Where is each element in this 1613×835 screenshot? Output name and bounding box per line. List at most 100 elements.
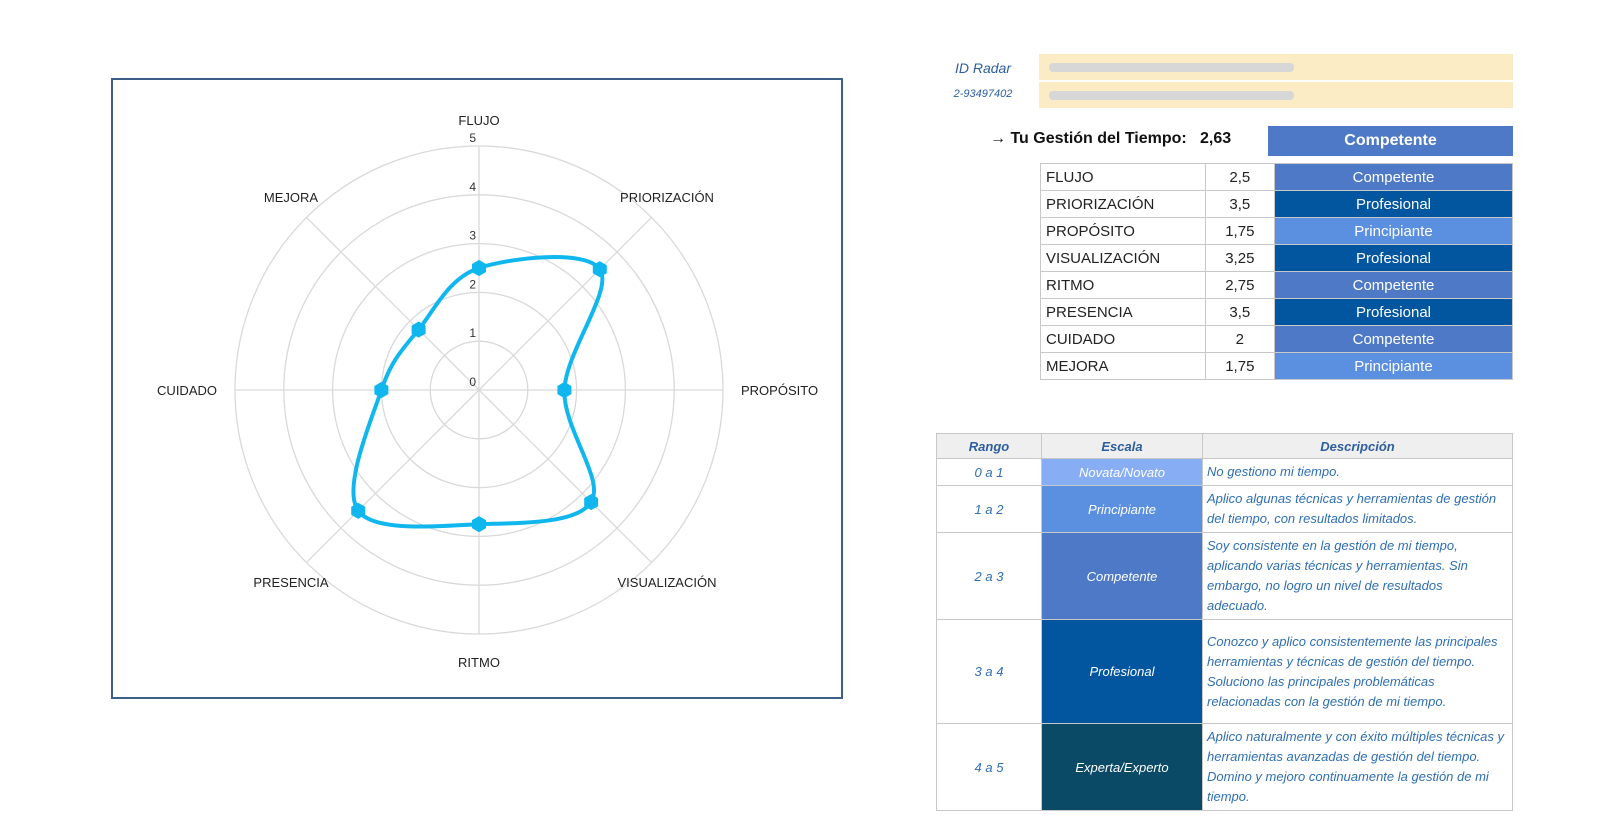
summary-level-badge: Competente — [1268, 126, 1513, 156]
score-row: PROPÓSITO 1,75 Principiante — [1040, 217, 1514, 245]
legend-row: 0 a 1 Novata/Novato No gestiono mi tiempo. — [936, 458, 1513, 486]
score-value: 3,5 — [1204, 298, 1275, 326]
radar-data-point — [584, 494, 599, 511]
legend-scale: Experta/Experto — [1041, 723, 1203, 811]
score-level: Competente — [1273, 271, 1514, 299]
legend-header-descripcion: Descripción — [1202, 433, 1513, 459]
score-value: 1,75 — [1204, 352, 1275, 380]
radar-data-point — [411, 321, 426, 338]
score-value: 2,5 — [1204, 163, 1275, 191]
legend-scale: Novata/Novato — [1041, 458, 1203, 486]
summary-label: → Tu Gestión del Tiempo: — [990, 130, 1187, 147]
radar-chart-frame: 0 1 2 3 4 5 FLUJO PRIORIZACIÓN PROPÓSITO VISUALIZ… — [111, 78, 843, 699]
radar-spoke — [478, 389, 652, 563]
legend-row: 1 a 2 Principiante Aplico algunas técnicas… — [936, 485, 1513, 533]
radar-spoke — [306, 389, 480, 563]
legend-range: 3 a 4 — [936, 619, 1042, 724]
legend-range: 4 a 5 — [936, 723, 1042, 811]
score-dimension: PROPÓSITO — [1040, 217, 1206, 245]
summary-score: 2,63 — [1200, 130, 1232, 147]
radar-tick-label: 5 — [469, 131, 476, 145]
radar-axis-label: FLUJO — [458, 113, 499, 128]
summary-row: → Tu Gestión del Tiempo: 2,63 Competente — [990, 126, 1513, 156]
radar-series-line — [351, 255, 605, 529]
score-value: 1,75 — [1204, 217, 1275, 245]
radar-axis-label: PRIORIZACIÓN — [620, 190, 714, 205]
legend-scale: Principiante — [1041, 485, 1203, 533]
score-dimension: PRESENCIA — [1040, 298, 1206, 326]
legend-description: Conozco y aplico consistentemente las pr… — [1202, 619, 1513, 724]
score-dimension: FLUJO — [1040, 163, 1206, 191]
score-level: Principiante — [1273, 217, 1514, 245]
radar-data-point — [472, 516, 486, 533]
legend-range: 2 a 3 — [936, 532, 1042, 620]
scale-legend-table: Rango Escala Descripción 0 a 1 Novata/Nov… — [936, 433, 1513, 811]
score-row: PRESENCIA 3,5 Profesional — [1040, 298, 1514, 326]
radar-axis-label: PRESENCIA — [253, 575, 328, 590]
legend-scale: Competente — [1041, 532, 1203, 620]
legend-description: Aplico algunas técnicas y herramientas d… — [1202, 485, 1513, 533]
radar-spoke — [478, 217, 652, 391]
redacted-text — [1049, 63, 1294, 72]
radar-data-point — [374, 381, 389, 399]
score-value: 2 — [1204, 325, 1275, 353]
radar-data-point — [472, 259, 486, 277]
radar-tick-label: 2 — [469, 277, 476, 291]
header-row-id: 2-93497402 — [927, 82, 1513, 108]
legend-description: Aplico naturalmente y con éxito múltiple… — [1202, 723, 1513, 811]
legend-scale: Profesional — [1041, 619, 1203, 724]
radar-tick-label: 1 — [469, 326, 476, 340]
score-dimension: RITMO — [1040, 271, 1206, 299]
score-dimension: VISUALIZACIÓN — [1040, 244, 1206, 272]
score-level: Competente — [1273, 163, 1514, 191]
radar-data-point — [557, 381, 572, 399]
radar-axis-label: MEJORA — [264, 190, 319, 205]
score-row: FLUJO 2,5 Competente — [1040, 163, 1514, 191]
legend-description: Soy consistente en la gestión de mi tiem… — [1202, 532, 1513, 620]
score-level: Profesional — [1273, 190, 1514, 218]
radar-tick-label: 4 — [469, 180, 476, 194]
score-row: VISUALIZACIÓN 3,25 Profesional — [1040, 244, 1514, 272]
legend-range: 0 a 1 — [936, 458, 1042, 486]
header-row-name: ID Radar — [927, 54, 1513, 80]
redacted-text — [1049, 91, 1294, 100]
score-level: Principiante — [1273, 352, 1514, 380]
legend-header-row: Rango Escala Descripción — [936, 433, 1513, 459]
id-radar-label: ID Radar — [954, 60, 1012, 76]
radar-data-point — [351, 502, 366, 519]
legend-row: 2 a 3 Competente Soy consistente en la ges… — [936, 532, 1513, 620]
scores-table: FLUJO 2,5 Competente PRIORIZACIÓN 3,5 Profesi… — [1040, 163, 1514, 380]
radar-axis-label: PROPÓSITO — [741, 383, 818, 398]
score-dimension: PRIORIZACIÓN — [1040, 190, 1206, 218]
score-row: PRIORIZACIÓN 3,5 Profesional — [1040, 190, 1514, 218]
redacted-name-field — [1039, 54, 1513, 80]
radar-tick-label: 3 — [469, 229, 476, 243]
redacted-date-field — [1039, 82, 1513, 108]
radar-tick-label: 0 — [469, 375, 476, 389]
score-row: RITMO 2,75 Competente — [1040, 271, 1514, 299]
score-dimension: MEJORA — [1040, 352, 1206, 380]
id-radar-value: 2-93497402 — [953, 88, 1013, 100]
legend-header-escala: Escala — [1041, 433, 1203, 459]
radar-spoke — [306, 217, 480, 391]
radar-axis-label: RITMO — [458, 655, 500, 670]
radar-axis-label: CUIDADO — [157, 383, 217, 398]
score-level: Profesional — [1273, 298, 1514, 326]
score-level: Profesional — [1273, 244, 1514, 272]
score-value: 3,25 — [1204, 244, 1275, 272]
legend-row: 4 a 5 Experta/Experto Aplico naturalmente … — [936, 723, 1513, 811]
radar-chart: 0 1 2 3 4 5 FLUJO PRIORIZACIÓN PROPÓSITO VISUALIZ… — [157, 113, 818, 670]
score-row: CUIDADO 2 Competente — [1040, 325, 1514, 353]
score-level: Competente — [1273, 325, 1514, 353]
radar-data-point — [592, 261, 607, 278]
score-dimension: CUIDADO — [1040, 325, 1206, 353]
legend-row: 3 a 4 Profesional Conozco y aplico consist… — [936, 619, 1513, 724]
score-value: 2,75 — [1204, 271, 1275, 299]
legend-header-rango: Rango — [936, 433, 1042, 459]
legend-range: 1 a 2 — [936, 485, 1042, 533]
radar-axis-label: VISUALIZACIÓN — [618, 575, 717, 590]
score-row: MEJORA 1,75 Principiante — [1040, 352, 1514, 380]
radar-header: ID Radar 2-93497402 — [927, 54, 1513, 110]
legend-description: No gestiono mi tiempo. — [1202, 458, 1513, 486]
score-value: 3,5 — [1204, 190, 1275, 218]
